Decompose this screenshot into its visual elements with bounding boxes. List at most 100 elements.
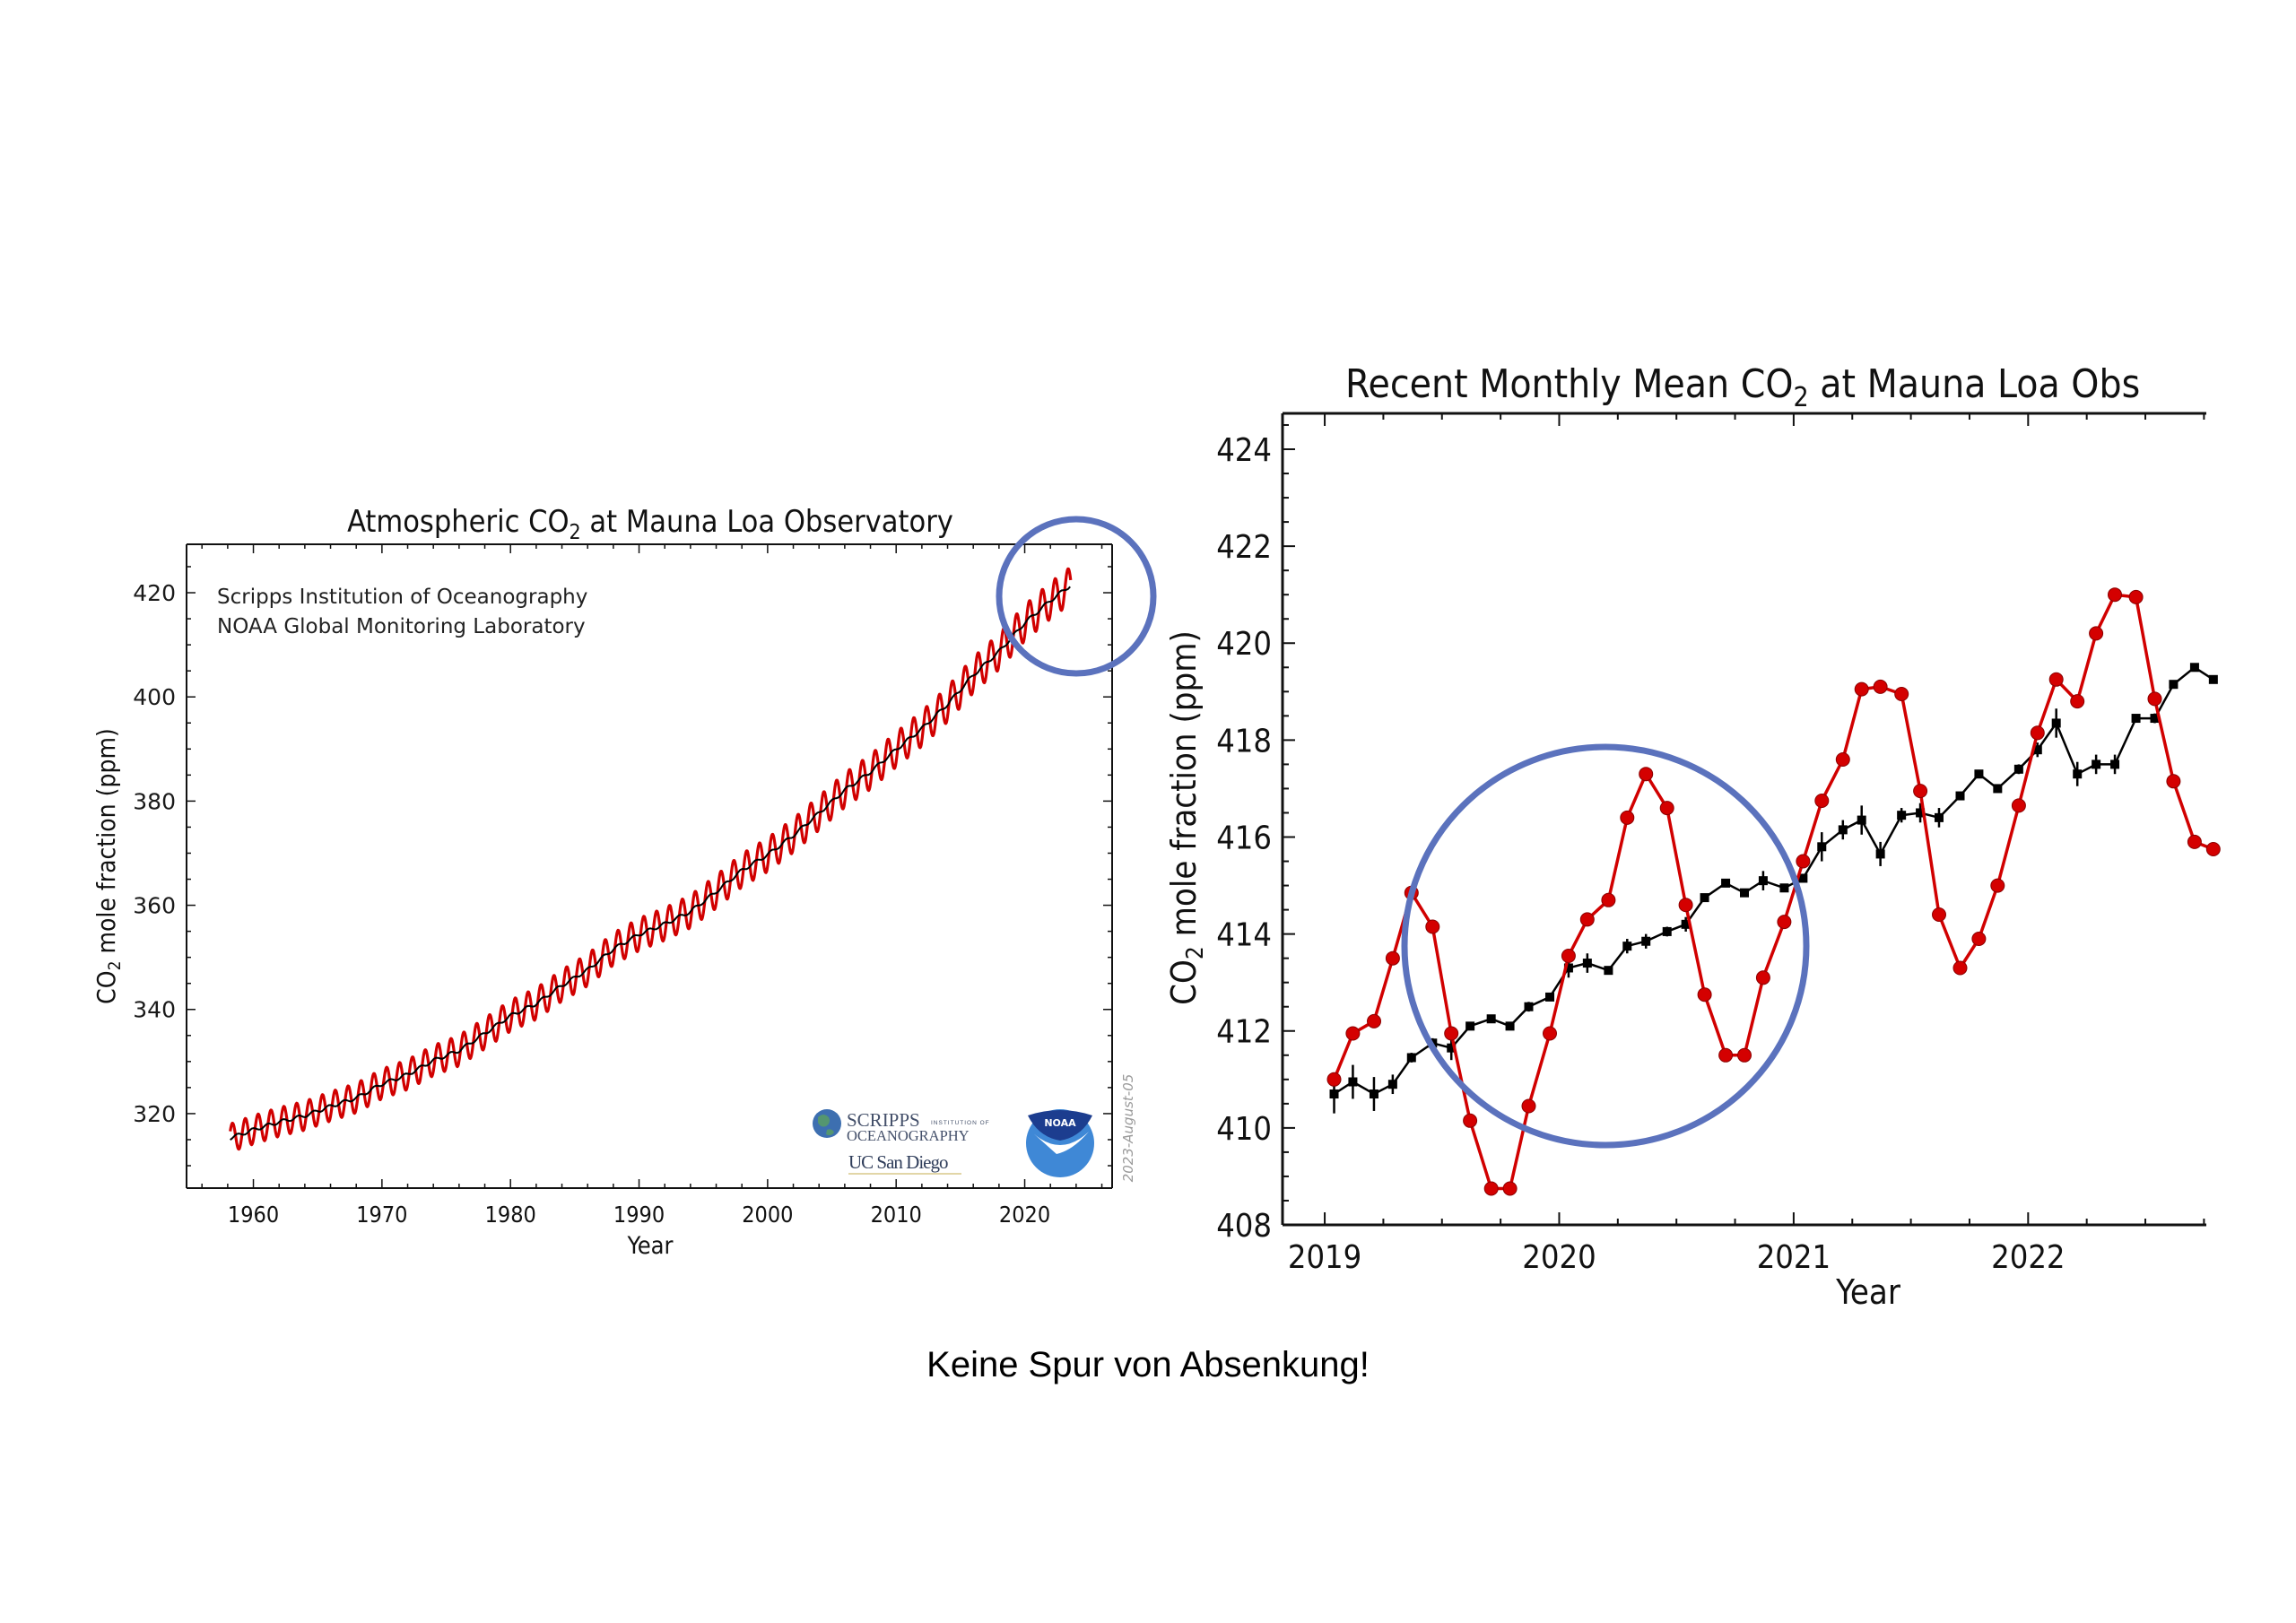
trend-marker	[1817, 842, 1827, 852]
scripps-logo: SCRIPPS INSTITUTION OF OCEANOGRAPHY UC S…	[813, 1109, 989, 1175]
monthly-mean-line	[1332, 593, 2214, 1191]
monthly-mean-marker	[1755, 970, 1770, 985]
monthly-mean-marker	[1971, 932, 1987, 946]
scripps-name: SCRIPPS	[847, 1109, 920, 1131]
monthly-mean-marker	[2070, 694, 2085, 709]
trend-marker	[1465, 1021, 1475, 1031]
trend-line	[230, 586, 1071, 1141]
monthly-mean-marker	[1601, 892, 1616, 907]
trend-marker	[2169, 680, 2179, 690]
trend-marker	[1582, 959, 1592, 968]
right-x-axis-label: Year	[1835, 1272, 1901, 1312]
long-term-co2-chart: Atmospheric CO2 at Mauna Loa Observatory…	[91, 504, 1157, 1260]
monthly-mean-marker	[1425, 919, 1440, 934]
trend-marker	[1875, 849, 1885, 859]
monthly-mean-marker	[1345, 1026, 1361, 1041]
trend-marker	[1897, 811, 1907, 820]
monthly-mean-marker	[1385, 950, 1400, 966]
monthly-mean-marker	[2128, 589, 2144, 604]
trend-marker	[2073, 769, 2083, 779]
y-tick-label: 420	[1216, 626, 1272, 663]
trend-marker	[1369, 1089, 1378, 1099]
x-tick-label: 2022	[1991, 1239, 2065, 1276]
monthly-mean-marker	[1952, 960, 1968, 976]
monthly-mean-marker	[1796, 854, 1811, 869]
monthly-mean-marker	[1697, 987, 1712, 1002]
monthly-mean-marker	[1990, 878, 2005, 893]
y-tick-label: 416	[1216, 820, 1272, 856]
trend-marker	[1622, 942, 1632, 951]
monthly-mean-marker	[1579, 912, 1595, 927]
trend-marker	[1505, 1021, 1515, 1031]
right-title-prefix: Recent Monthly Mean CO	[1345, 361, 1794, 407]
trend-marker	[1329, 1089, 1339, 1099]
monthly-mean-marker	[1543, 1026, 1557, 1041]
trend-marker	[1700, 893, 1709, 903]
monthly-mean-marker	[1367, 1013, 1381, 1028]
x-tick-label: 2021	[1757, 1239, 1831, 1276]
monthly-mean-marker	[2048, 672, 2064, 687]
monthly-mean-marker	[2187, 834, 2202, 849]
trend-marker	[2131, 714, 2141, 724]
right-title-sub: 2	[1794, 382, 1809, 413]
right-chart-title: Recent Monthly Mean CO2 at Mauna Loa Obs	[1345, 361, 2140, 413]
scripps-oceanography: OCEANOGRAPHY	[847, 1127, 970, 1144]
trend-marker	[1641, 936, 1651, 946]
trend-marker	[1721, 878, 1731, 888]
x-tick-label: 1970	[356, 1202, 407, 1228]
x-tick-label: 2019	[1288, 1239, 1361, 1276]
trend-marker	[1348, 1077, 1358, 1087]
monthly-mean-marker	[2089, 626, 2104, 641]
recent-monthly-co2-chart: Recent Monthly Mean CO2 at Mauna Loa Obs…	[1164, 361, 2221, 1312]
trend-marker	[1447, 1043, 1457, 1053]
y-tick-label: 320	[133, 1101, 176, 1127]
y-tick-label: 408	[1216, 1208, 1272, 1245]
x-tick-label: 1990	[613, 1202, 665, 1228]
monthly-mean-marker	[2108, 587, 2122, 603]
trend-marker	[2110, 759, 2120, 769]
y-tick-label: 418	[1216, 723, 1272, 759]
date-stamp: 2023-August-05	[1120, 1074, 1136, 1183]
trend-marker	[1681, 919, 1691, 929]
left-chart-title: Atmospheric CO2 at Mauna Loa Observatory	[347, 504, 953, 544]
right-highlight-circle	[1401, 743, 1810, 1149]
trend-marker	[1798, 873, 1808, 883]
ucsd-name: UC San Diego	[848, 1151, 948, 1173]
right-ylabel-prefix: CO	[1164, 959, 1204, 1005]
trend-marker	[1955, 791, 1965, 801]
trend-marker	[1838, 825, 1848, 835]
trend-marker	[1406, 1053, 1416, 1063]
monthly-mean-marker	[2205, 842, 2221, 856]
trend-marker	[2092, 759, 2101, 769]
left-axes: 1960 1970 1980 1990 2000 2010 2020 320 340 360 380…	[133, 543, 1113, 1228]
monthly-mean-marker	[1835, 752, 1850, 767]
trend-marker	[1486, 1014, 1496, 1024]
monthly-mean-line	[229, 567, 1073, 1151]
trend-marker	[1563, 963, 1573, 973]
monthly-mean-marker	[1932, 907, 1946, 922]
monthly-mean-marker	[1561, 949, 1576, 963]
trend-marker	[1604, 966, 1613, 976]
left-title-suffix: at Mauna Loa Observatory	[581, 504, 953, 540]
x-tick-label: 2020	[999, 1202, 1050, 1228]
y-tick-label: 420	[133, 580, 176, 606]
left-x-axis-label: Year	[626, 1232, 673, 1260]
trend-marker	[1758, 876, 1768, 886]
trend-marker	[1779, 883, 1789, 893]
monthly-mean-marker	[1718, 1047, 1734, 1063]
monthly-mean-marker	[1502, 1181, 1518, 1196]
trend-marker	[2150, 714, 2160, 724]
x-tick-label: 1960	[228, 1202, 279, 1228]
trend-marker	[2013, 764, 2023, 774]
monthly-mean-marker	[1483, 1181, 1499, 1196]
y-tick-label: 380	[133, 788, 176, 814]
y-tick-label: 410	[1216, 1111, 1272, 1148]
monthly-mean-marker	[1463, 1113, 1478, 1128]
monthly-mean-marker	[1444, 1026, 1459, 1041]
globe-land	[818, 1115, 834, 1136]
monthly-mean-marker	[2030, 725, 2045, 741]
monthly-mean-marker	[1873, 679, 1888, 694]
attribution-noaa: NOAA Global Monitoring Laboratory	[217, 615, 586, 638]
x-tick-label: 1980	[485, 1202, 536, 1228]
